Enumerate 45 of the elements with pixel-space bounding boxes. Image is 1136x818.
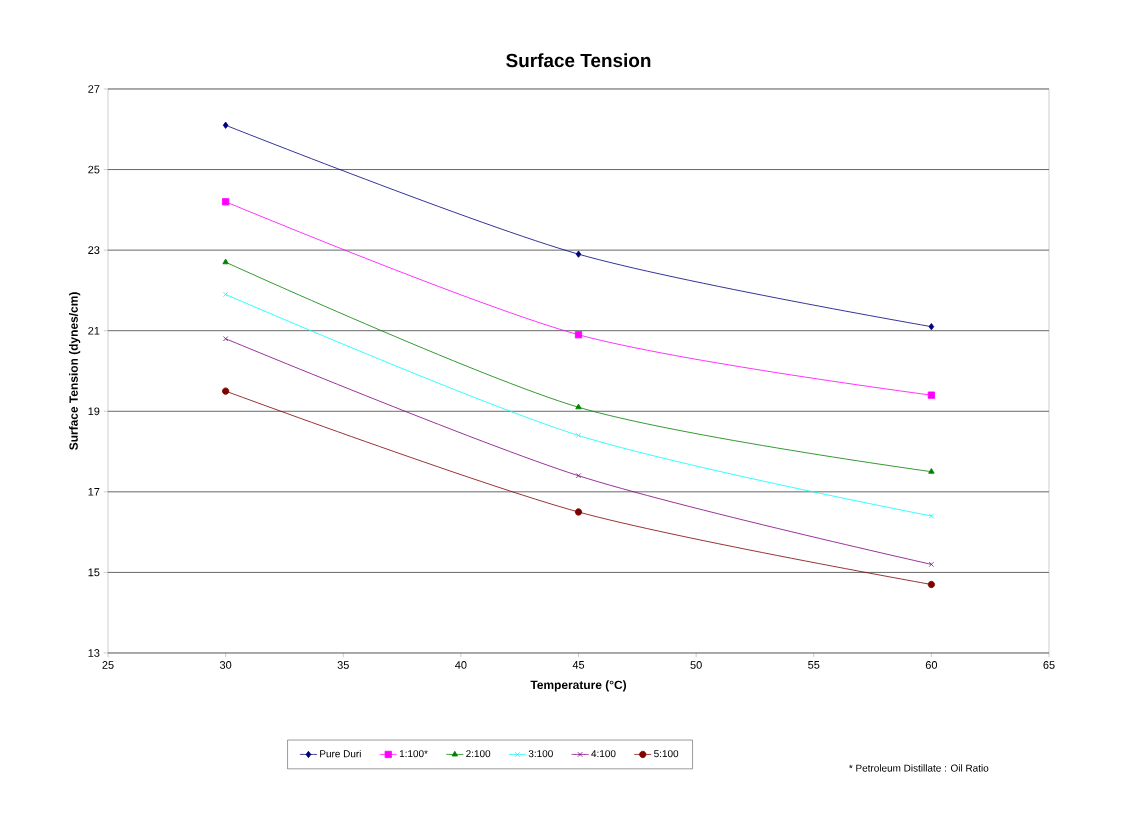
chart-title: Surface Tension <box>506 53 651 68</box>
point <box>928 323 935 331</box>
y-tick-label: 23 <box>88 246 100 255</box>
point <box>928 513 935 519</box>
x-tick-label: 60 <box>925 661 938 669</box>
point <box>222 387 230 395</box>
y-tick-label: 15 <box>88 568 100 577</box>
x-tick-label: 35 <box>337 661 349 669</box>
text: * Petroleum Distillate : Oil Ratio <box>849 764 989 772</box>
x-tick-label: 25 <box>102 661 114 669</box>
point <box>575 403 582 410</box>
legend-label: 1:100* <box>399 750 428 758</box>
point <box>574 331 583 339</box>
legend-label: 3:100 <box>528 750 553 758</box>
point <box>575 250 582 258</box>
point <box>222 258 229 265</box>
point <box>222 121 229 129</box>
x-tick-label: 45 <box>572 661 585 669</box>
y-tick-label: 17 <box>88 488 100 496</box>
x-axis-title: Temperature (°C) <box>530 680 627 692</box>
point <box>222 198 230 206</box>
y-tick-label: 25 <box>88 165 100 174</box>
y-tick-label: 27 <box>88 85 100 93</box>
point <box>927 580 935 589</box>
y-tick-label: 19 <box>88 407 100 416</box>
x-tick-label: 65 <box>1043 661 1055 669</box>
legend-label: 2:100 <box>466 750 491 758</box>
x-tick-label: 55 <box>808 661 820 669</box>
y-axis-title: Surface Tension (dynes/cm) <box>69 292 81 450</box>
point <box>575 432 582 439</box>
x-tick-label: 50 <box>690 661 702 669</box>
legend-label: Pure Duri <box>320 750 361 758</box>
x-tick-label: 30 <box>219 661 232 669</box>
x-tick-label: 40 <box>455 661 467 669</box>
point <box>222 291 229 298</box>
legend-label: 4:100 <box>591 750 616 758</box>
y-tick-label: 13 <box>88 649 100 657</box>
point <box>928 468 935 474</box>
point <box>222 336 229 342</box>
point <box>575 473 582 479</box>
legend-label: 5:100 <box>654 750 679 758</box>
y-tick-label: 21 <box>88 326 100 335</box>
point <box>928 561 935 568</box>
point <box>574 508 583 516</box>
point <box>927 391 935 399</box>
